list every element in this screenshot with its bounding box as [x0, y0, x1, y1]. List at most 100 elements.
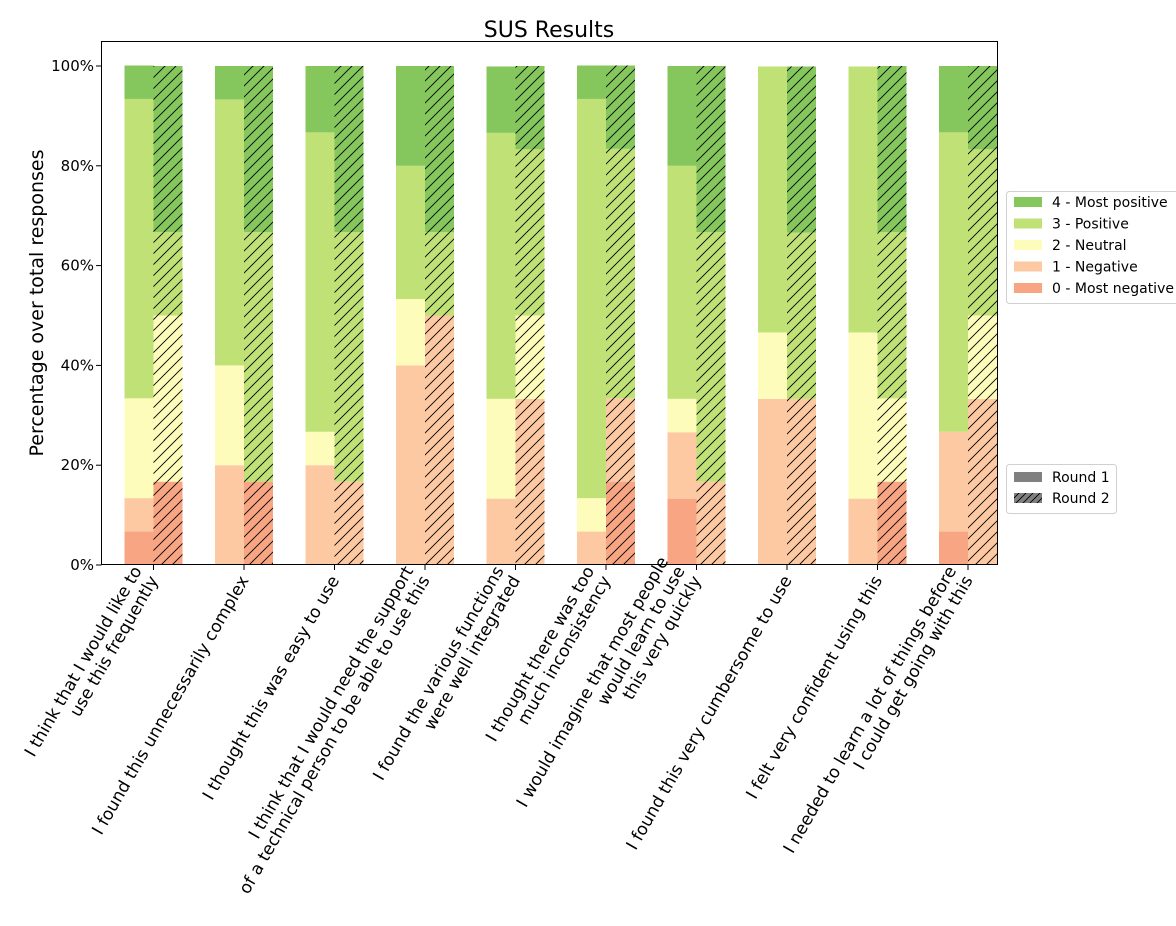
legend-swatch [1014, 240, 1042, 250]
legend-swatch [1014, 472, 1042, 482]
bar-hatch [696, 481, 726, 565]
bar-hatch [606, 398, 635, 482]
legend-label: 2 - Neutral [1052, 238, 1127, 254]
bar-hatch [787, 398, 816, 565]
bar-segment [215, 365, 244, 466]
bar-hatch [968, 315, 997, 399]
bar-segment [758, 66, 787, 333]
bar-segment [667, 66, 697, 166]
y-tick-label: 60% [61, 257, 94, 275]
bar-segment [667, 432, 697, 499]
y-tick-label: 0% [70, 556, 94, 574]
bar-segment [215, 99, 244, 366]
legend-label: 3 - Positive [1052, 217, 1129, 233]
bar-hatch [244, 66, 273, 233]
bar-segment [486, 132, 516, 399]
bar-hatch [425, 66, 454, 233]
bar-segment [305, 465, 335, 565]
bar-hatch [334, 66, 364, 233]
bar-hatch [696, 232, 726, 482]
bar-segment [848, 498, 878, 565]
bar-hatch [425, 232, 454, 316]
chart-title: SUS Results [484, 18, 614, 43]
bar-segment [667, 165, 697, 399]
bar-hatch [606, 65, 635, 149]
bar-segment [305, 431, 335, 466]
bar-hatch [968, 149, 997, 316]
bar-hatch [515, 398, 545, 565]
legend-label: 0 - Most negative [1052, 281, 1174, 297]
bar-hatch [787, 66, 816, 233]
bar-segment [577, 531, 606, 565]
bar-hatch [877, 398, 907, 482]
bar-segment [215, 66, 244, 100]
legend-box [1006, 191, 1176, 304]
bar-hatch [877, 232, 907, 399]
bar-hatch [153, 232, 183, 316]
bar-hatch [515, 149, 545, 316]
bar-hatch [334, 481, 364, 565]
bar-segment [124, 498, 154, 532]
bar-segment [124, 398, 154, 499]
bar-hatch [153, 66, 183, 233]
bar-segment [124, 65, 154, 99]
bar-segment [577, 65, 606, 99]
legend-swatch [1014, 197, 1042, 207]
y-tick-label: 80% [61, 157, 94, 175]
y-tick-label: 100% [51, 57, 94, 75]
bar-hatch [244, 481, 273, 565]
x-tick-label: I think that I would like to [21, 563, 147, 761]
bar-segment [577, 498, 606, 532]
legend-label: 1 - Negative [1052, 260, 1138, 276]
bar-segment [305, 66, 335, 133]
bar-segment [667, 498, 697, 565]
y-axis-title: Percentage over total responses [26, 149, 48, 456]
bar-segment [486, 66, 516, 133]
legend-swatch [1014, 261, 1042, 272]
bar-hatch [606, 481, 635, 565]
legend-rounds: Round 1 Round 2 [1006, 464, 1117, 514]
bar-hatch [244, 232, 273, 482]
legend-swatch [1014, 218, 1042, 229]
y-axis: 0% 20% 40% 60% 80% 100% [51, 57, 102, 574]
bar-segment [396, 299, 425, 366]
bar-segment [939, 431, 968, 532]
bar-hatch [515, 315, 545, 399]
bar-hatch [606, 148, 635, 399]
bars-group [124, 65, 997, 565]
bar-hatch [334, 232, 364, 482]
bar-segment [124, 531, 154, 565]
bar-segment [486, 498, 516, 565]
bar-hatch [787, 232, 816, 399]
bar-segment [577, 98, 606, 499]
bar-segment [396, 365, 425, 565]
bar-hatch [877, 481, 907, 565]
y-tick-label: 20% [61, 456, 94, 474]
bar-segment [305, 132, 335, 432]
bar-segment [396, 66, 425, 166]
bar-hatch [153, 315, 183, 482]
bar-segment [124, 98, 154, 399]
bar-hatch [425, 315, 454, 565]
bar-segment [848, 66, 878, 333]
bar-hatch [153, 481, 183, 565]
legend-hatch [1014, 493, 1042, 503]
legend-label: 4 - Most positive [1052, 195, 1168, 211]
legend-label: Round 1 [1052, 470, 1110, 486]
legend-label: Round 2 [1052, 491, 1110, 507]
bar-hatch [696, 66, 726, 233]
plot-frame [101, 41, 998, 565]
bar-segment [758, 398, 787, 565]
bar-segment [396, 165, 425, 300]
bar-hatch [968, 398, 997, 565]
bar-segment [486, 398, 516, 499]
bar-segment [758, 332, 787, 399]
bar-segment [939, 66, 968, 133]
legend-swatch [1014, 283, 1042, 293]
bar-segment [215, 465, 244, 565]
bar-hatch [877, 66, 907, 233]
bar-segment [848, 332, 878, 499]
bar-segment [667, 398, 697, 433]
